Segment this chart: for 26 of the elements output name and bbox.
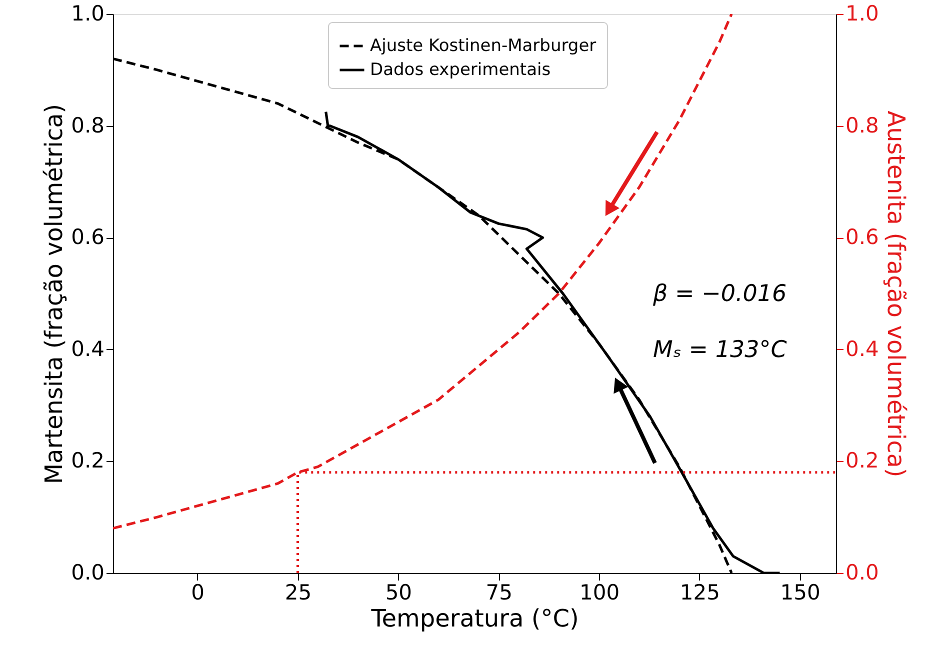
y-tick-label: 0.2 [71,448,104,473]
x-tick-label: 150 [780,580,820,604]
x-axis-title: Temperatura (°C) [370,604,579,632]
legend-label: Dados experimentais [370,60,551,80]
y2-tick-label: 0.2 [846,448,879,473]
y-tick-label: 0.8 [71,113,104,138]
y2-tick-label: 0.4 [846,336,879,361]
annotation: Mₛ = 133°C [653,337,787,363]
x-tick-label: 100 [579,580,620,604]
x-tick-label: 125 [680,580,720,604]
y2-tick-label: 0.6 [846,225,879,250]
x-tick-label: 25 [284,580,312,604]
y2-tick-label: 1.0 [846,2,879,26]
y-tick-label: 0.0 [71,560,104,584]
legend-label: Ajuste Kostinen-Marburger [370,36,596,56]
y2-tick-label: 0.8 [846,113,879,138]
x-tick-label: 75 [486,580,512,604]
y-tick-label: 0.6 [71,225,104,250]
y-tick-label: 0.4 [71,336,104,361]
y-axis-title: Martensita (fração volumétrica) [40,104,68,484]
x-tick-label: 0 [191,580,205,604]
y2-axis-title: Austenita (fração volumétrica) [882,110,910,478]
y-tick-label: 1.0 [71,2,104,26]
annotation: β = −0.016 [652,281,787,307]
y2-tick-label: 0.0 [846,560,879,584]
x-tick-label: 50 [385,580,412,604]
